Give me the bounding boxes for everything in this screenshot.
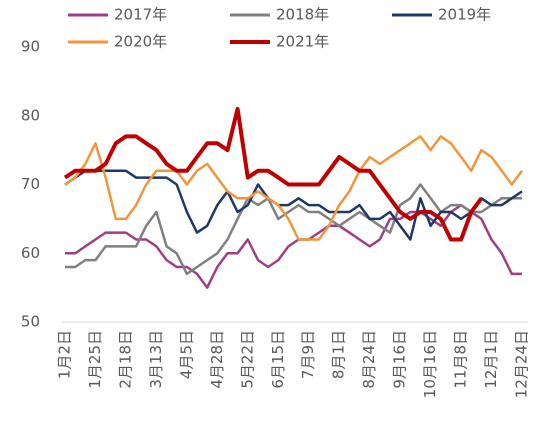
x-tick-label: 7月9日	[299, 330, 317, 379]
x-tick-label: 6月15日	[269, 330, 287, 389]
x-tick-label: 8月24日	[360, 330, 378, 389]
x-tick-label: 3月13日	[147, 330, 165, 389]
x-tick-label: 12月24日	[513, 330, 531, 398]
legend-label: 2021年	[276, 33, 329, 51]
x-tick-label: 4月28日	[208, 330, 226, 389]
x-tick-label: 11月8日	[452, 330, 470, 389]
legend-label: 2020年	[114, 33, 167, 51]
y-tick-label: 60	[21, 244, 40, 262]
x-tick-label: 4月5日	[177, 330, 195, 379]
x-tick-label: 1月2日	[56, 330, 74, 379]
series-line	[65, 183, 522, 276]
x-tick-label: 2月18日	[116, 330, 134, 389]
x-tick-label: 5月22日	[238, 330, 256, 389]
x-tick-label: 12月1日	[482, 330, 500, 389]
x-tick-label: 9月16日	[391, 330, 409, 389]
y-tick-label: 70	[21, 175, 40, 193]
series-line	[63, 106, 484, 242]
x-tick-label: 8月1日	[330, 330, 348, 379]
x-tick-label: 10月16日	[421, 330, 439, 398]
series-line	[64, 169, 523, 241]
y-tick-label: 90	[21, 38, 40, 56]
legend-label: 2019年	[438, 6, 491, 24]
y-tick-label: 50	[21, 313, 40, 331]
y-tick-label: 80	[21, 106, 40, 124]
legend-label: 2018年	[276, 6, 329, 24]
legend-label: 2017年	[114, 6, 167, 24]
series-line	[64, 135, 524, 241]
series-line	[65, 203, 522, 289]
x-tick-label: 1月25日	[86, 330, 104, 389]
